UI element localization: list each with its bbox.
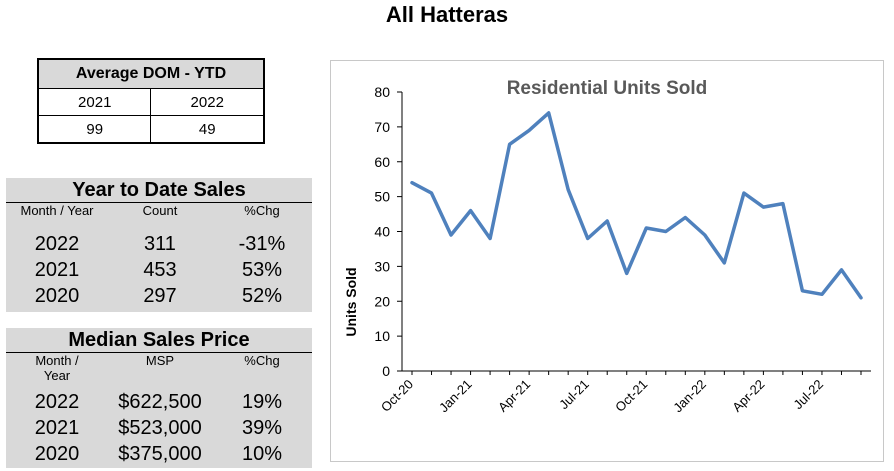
msp-row: 2020 $375,000 10% bbox=[6, 441, 312, 467]
y-tick-label: 50 bbox=[374, 189, 390, 205]
units-sold-chart-svg: Residential Units Sold Units Sold 0 10 20 3… bbox=[343, 78, 871, 416]
msp-year: 2022 bbox=[34, 391, 80, 413]
ytd-year: 2020 bbox=[34, 285, 80, 307]
x-tick-label: Jul-21 bbox=[556, 377, 592, 413]
ytd-chg: 53% bbox=[241, 259, 283, 281]
x-tick-label: Jan-22 bbox=[670, 377, 709, 416]
ytd-chg: 52% bbox=[241, 285, 283, 307]
dom-value-2021: 99 bbox=[37, 115, 152, 144]
chart-title: Residential Units Sold bbox=[507, 78, 708, 99]
x-tick-label: Oct-21 bbox=[612, 377, 650, 415]
units-sold-chart: Residential Units Sold Units Sold 0 10 20 3… bbox=[330, 60, 884, 462]
msp-row: 2022 $622,500 19% bbox=[6, 389, 312, 415]
average-dom-table: Average DOM - YTD 2021 2022 99 49 bbox=[37, 58, 266, 144]
msp-chg: 19% bbox=[241, 391, 283, 413]
y-tick-label: 20 bbox=[374, 293, 390, 309]
ytd-count: 297 bbox=[143, 285, 177, 307]
y-tick-label: 60 bbox=[374, 154, 390, 170]
y-tick-label: 10 bbox=[374, 328, 390, 344]
y-axis-label: Units Sold bbox=[343, 267, 359, 336]
dom-value-2022: 49 bbox=[150, 115, 266, 144]
x-tick-label: Oct-20 bbox=[378, 377, 416, 415]
msp-value: $523,000 bbox=[118, 417, 202, 439]
ytd-row: 2021 453 53% bbox=[6, 257, 312, 283]
ytd-count: 311 bbox=[144, 233, 176, 255]
msp-header-chg: %Chg bbox=[244, 353, 280, 368]
page-title: All Hatteras bbox=[385, 2, 509, 27]
year-to-date-sales-panel: Year to Date Sales Month / Year Count %C… bbox=[6, 178, 312, 312]
y-tick-label: 0 bbox=[382, 363, 390, 379]
ytd-year: 2021 bbox=[34, 259, 80, 281]
msp-header-msp: MSP bbox=[145, 353, 175, 368]
ytd-header-chg: %Chg bbox=[244, 203, 280, 218]
msp-title: Median Sales Price bbox=[68, 329, 250, 351]
ytd-sales-title: Year to Date Sales bbox=[72, 179, 246, 201]
msp-row: 2021 $523,000 39% bbox=[6, 415, 312, 441]
ytd-row: 2020 297 52% bbox=[6, 283, 312, 309]
dom-year-2022: 2022 bbox=[150, 88, 266, 116]
x-tick-label: Jul-22 bbox=[790, 377, 826, 413]
dom-year-2021: 2021 bbox=[37, 88, 152, 116]
ytd-chg: -31% bbox=[238, 233, 286, 255]
ytd-count: 453 bbox=[143, 259, 177, 281]
ytd-header-month-year: Month / Year bbox=[20, 203, 94, 218]
msp-year: 2020 bbox=[34, 443, 80, 465]
median-sales-price-panel: Median Sales Price Month / Year MSP %Chg… bbox=[6, 328, 312, 468]
average-dom-title: Average DOM - YTD bbox=[37, 58, 265, 89]
msp-chg: 39% bbox=[241, 417, 283, 439]
ytd-header-count: Count bbox=[142, 203, 178, 218]
x-tick-label: Jan-21 bbox=[436, 377, 475, 416]
units-sold-series-line bbox=[410, 111, 863, 300]
ytd-year: 2022 bbox=[34, 233, 80, 255]
y-tick-label: 80 bbox=[374, 84, 390, 100]
msp-chg: 10% bbox=[241, 443, 283, 465]
y-tick-label: 40 bbox=[374, 224, 390, 240]
msp-year: 2021 bbox=[34, 417, 80, 439]
msp-value: $622,500 bbox=[118, 391, 202, 413]
msp-header-month-year: Month / Year bbox=[35, 353, 79, 383]
x-tick-label: Apr-22 bbox=[729, 377, 767, 415]
y-tick-label: 70 bbox=[374, 119, 390, 135]
x-tick-label: Apr-21 bbox=[495, 377, 533, 415]
msp-value: $375,000 bbox=[118, 443, 202, 465]
y-tick-label: 30 bbox=[374, 258, 390, 274]
ytd-row: 2022 311 -31% bbox=[6, 231, 312, 257]
